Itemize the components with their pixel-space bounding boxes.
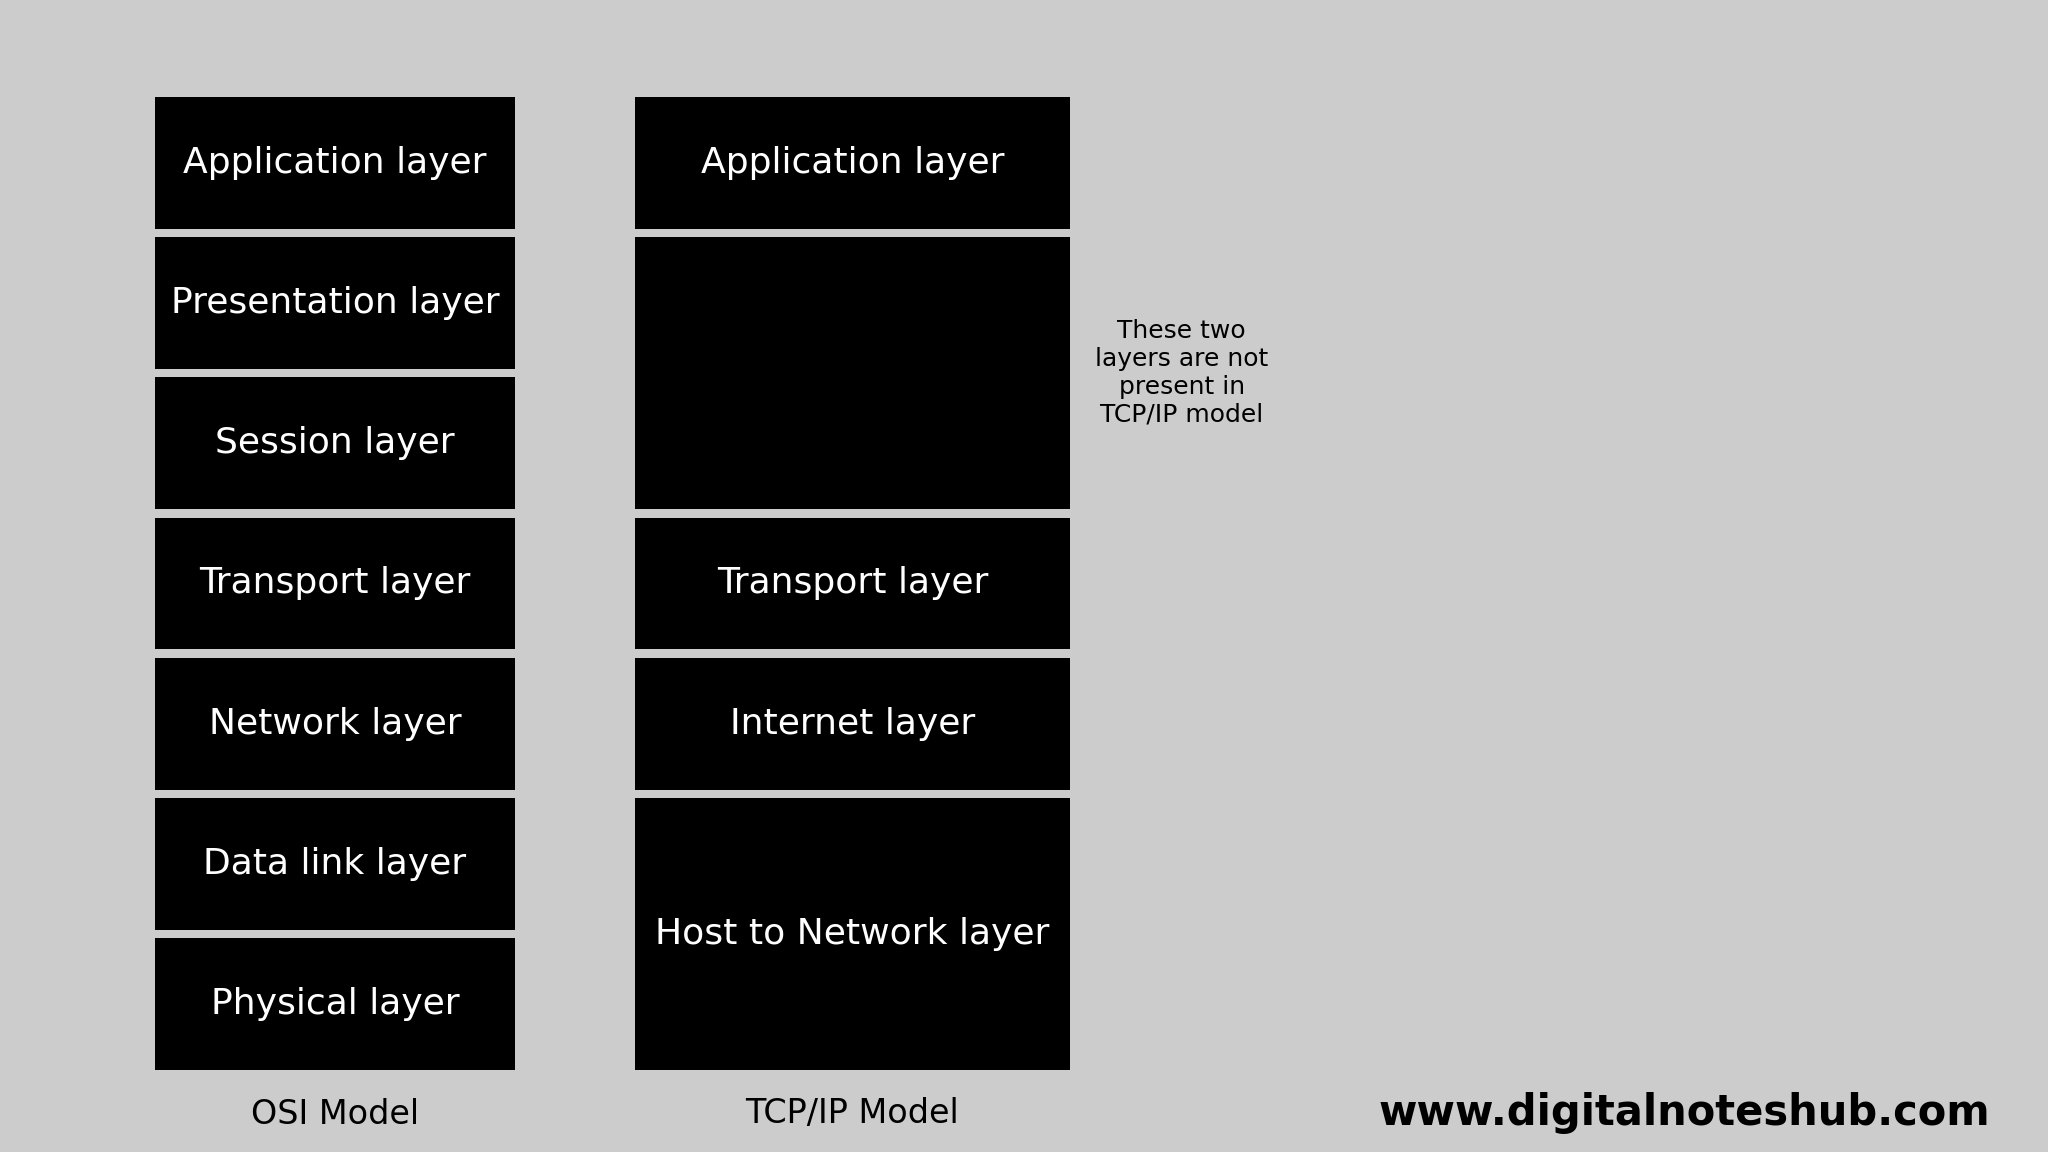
Text: Transport layer: Transport layer bbox=[199, 567, 471, 600]
Bar bbox=[156, 237, 514, 369]
Bar bbox=[156, 658, 514, 789]
Text: These two
layers are not
present in
TCP/IP model: These two layers are not present in TCP/… bbox=[1096, 319, 1268, 427]
Bar bbox=[635, 237, 1069, 509]
Bar bbox=[156, 798, 514, 930]
Text: Physical layer: Physical layer bbox=[211, 987, 459, 1021]
Bar bbox=[635, 798, 1069, 1070]
Bar bbox=[635, 97, 1069, 229]
Text: OSI Model: OSI Model bbox=[252, 1098, 420, 1130]
Text: Application layer: Application layer bbox=[700, 146, 1004, 180]
Bar bbox=[635, 658, 1069, 789]
Text: Host to Network layer: Host to Network layer bbox=[655, 917, 1051, 952]
Text: Internet layer: Internet layer bbox=[729, 706, 975, 741]
Text: Application layer: Application layer bbox=[182, 146, 487, 180]
Bar bbox=[156, 378, 514, 509]
Bar bbox=[156, 517, 514, 650]
Bar bbox=[635, 517, 1069, 650]
Text: Network layer: Network layer bbox=[209, 706, 461, 741]
Text: Transport layer: Transport layer bbox=[717, 567, 989, 600]
Text: Data link layer: Data link layer bbox=[203, 847, 467, 881]
Text: Session layer: Session layer bbox=[215, 426, 455, 461]
Text: www.digitalnoteshub.com: www.digitalnoteshub.com bbox=[1378, 1092, 1991, 1134]
Text: TCP/IP Model: TCP/IP Model bbox=[745, 1098, 958, 1130]
Bar bbox=[156, 938, 514, 1070]
Text: Presentation layer: Presentation layer bbox=[170, 286, 500, 320]
Bar bbox=[156, 97, 514, 229]
